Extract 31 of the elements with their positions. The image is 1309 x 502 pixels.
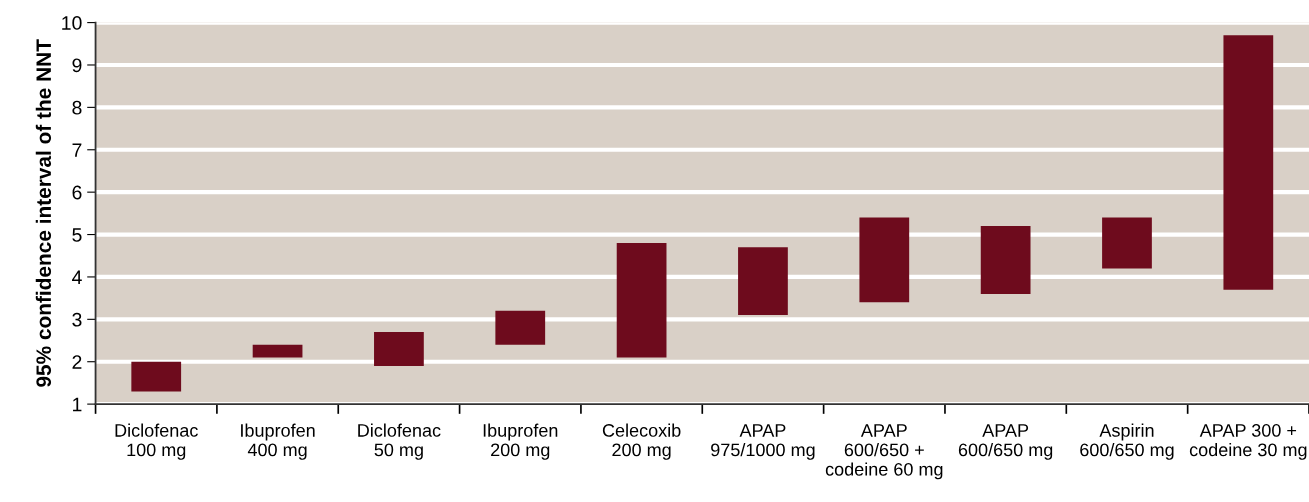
- x-tick-label: APAP 300 + codeine 30 mg: [1189, 424, 1307, 460]
- x-tick-label: Ibuprofen 200 mg: [483, 423, 558, 460]
- bar: [738, 247, 788, 316]
- bar: [252, 344, 303, 358]
- bar: [1223, 35, 1274, 290]
- bar: [859, 217, 910, 303]
- y-tick-label: 1: [73, 397, 82, 412]
- x-tick-label: APAP 600/650 + codeine 60 mg: [825, 424, 943, 480]
- x-tick-label: Celecoxib 200 mg: [602, 423, 681, 460]
- y-tick-label: 9: [72, 58, 82, 73]
- x-tick-label: APAP 975/1000 mg: [711, 424, 815, 460]
- bar: [1102, 217, 1152, 269]
- bar: [131, 361, 182, 392]
- x-tick-label: Aspirin 600/650 mg: [1080, 423, 1174, 460]
- bar: [495, 310, 546, 345]
- y-tick-label: 10: [62, 16, 82, 30]
- bar: [374, 332, 424, 366]
- y-axis-title: 95% confidence interval of the NNT: [35, 39, 52, 387]
- y-tick-label: 7: [72, 143, 82, 157]
- y-tick-label: 8: [72, 100, 82, 115]
- bar: [616, 243, 667, 358]
- y-tick-label: 3: [72, 312, 82, 327]
- x-tick-label: Diclofenac 100 mg: [115, 423, 198, 460]
- y-tick-label: 2: [72, 355, 82, 369]
- y-tick-label: 4: [72, 270, 82, 284]
- bar: [980, 226, 1031, 294]
- x-tick-label: Diclofenac 50 mg: [358, 423, 441, 460]
- y-tick-label: 5: [72, 228, 82, 242]
- x-tick-label: APAP 600/650 mg: [958, 424, 1053, 460]
- y-tick-label: 6: [72, 185, 82, 200]
- x-tick-label: Ibuprofen 400 mg: [241, 423, 315, 460]
